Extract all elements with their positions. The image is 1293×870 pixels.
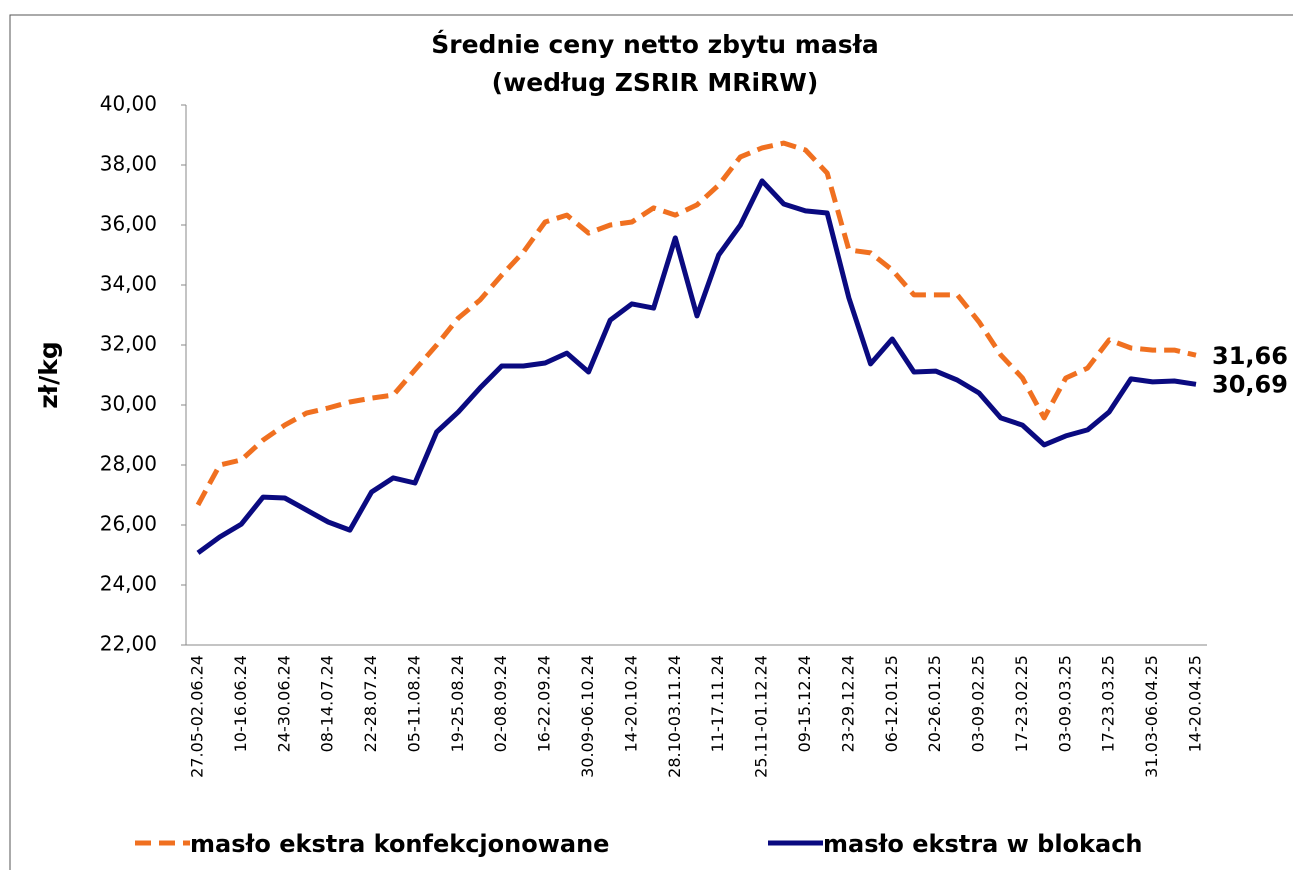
x-tick-label: 17-23.02.25: [1012, 655, 1031, 752]
x-tick-label: 20-26.01.25: [925, 655, 944, 752]
frame: [9, 14, 1293, 870]
x-tick-label: 19-25.08.24: [448, 655, 467, 752]
x-tick-label: 09-15.12.24: [795, 655, 814, 752]
x-tick-label: 05-11.08.24: [404, 655, 423, 752]
y-tick-label: 28,00: [100, 452, 157, 476]
chart-subtitle: (według ZSRIR MRiRW): [492, 68, 819, 97]
x-tick-label: 14-20.10.24: [621, 655, 640, 752]
line-series: [196, 178, 1197, 555]
x-tick-label: 24-30.06.24: [274, 655, 293, 752]
x-tick-label: 30.09-06.10.24: [578, 655, 597, 778]
y-tick-label: 36,00: [100, 212, 157, 236]
x-tick-label: 28.10-03.11.24: [665, 655, 684, 778]
x-tick-label: 23-29.12.24: [838, 655, 857, 752]
x-tick-label: 11-17.11.24: [708, 655, 727, 752]
x-tick-label: 03-09.02.25: [969, 655, 988, 752]
x-tick-label: 02-08.09.24: [491, 655, 510, 752]
y-tick-label: 30,00: [100, 392, 157, 416]
x-tick-label: 27.05-02.06.24: [188, 655, 207, 778]
legend-label: masło ekstra w blokach: [823, 830, 1143, 858]
y-tick-label: 32,00: [100, 332, 157, 356]
y-tick-label: 40,00: [100, 92, 157, 116]
x-tick-label: 14-20.04.25: [1186, 655, 1205, 752]
x-tick-label: 16-22.09.24: [535, 655, 554, 752]
y-tick-label: 26,00: [100, 512, 157, 536]
y-tick-label: 24,00: [100, 572, 157, 596]
data-label: 31,66: [1212, 342, 1288, 370]
x-tick-label: 08-14.07.24: [318, 655, 337, 752]
y-tick-label: 38,00: [100, 152, 157, 176]
legend-label: masło ekstra konfekcjonowane: [190, 830, 609, 858]
x-tick-label: 25.11-01.12.24: [752, 655, 771, 778]
data-label: 30,69: [1212, 370, 1288, 398]
line-series: [195, 140, 1197, 507]
x-tick-label: 03-09.03.25: [1055, 655, 1074, 752]
x-tick-label: 31.03-06.04.25: [1142, 655, 1161, 778]
y-tick-label: 22,00: [100, 632, 157, 656]
y-tick-label: 34,00: [100, 272, 157, 296]
chart-title: Średnie ceny netto zbytu masła: [431, 29, 878, 59]
x-tick-label: 22-28.07.24: [361, 655, 380, 752]
y-axis-label: zł/kg: [34, 341, 63, 408]
x-tick-label: 06-12.01.25: [882, 655, 901, 752]
x-tick-label: 17-23.03.25: [1099, 655, 1118, 752]
x-tick-label: 10-16.06.24: [231, 655, 250, 752]
